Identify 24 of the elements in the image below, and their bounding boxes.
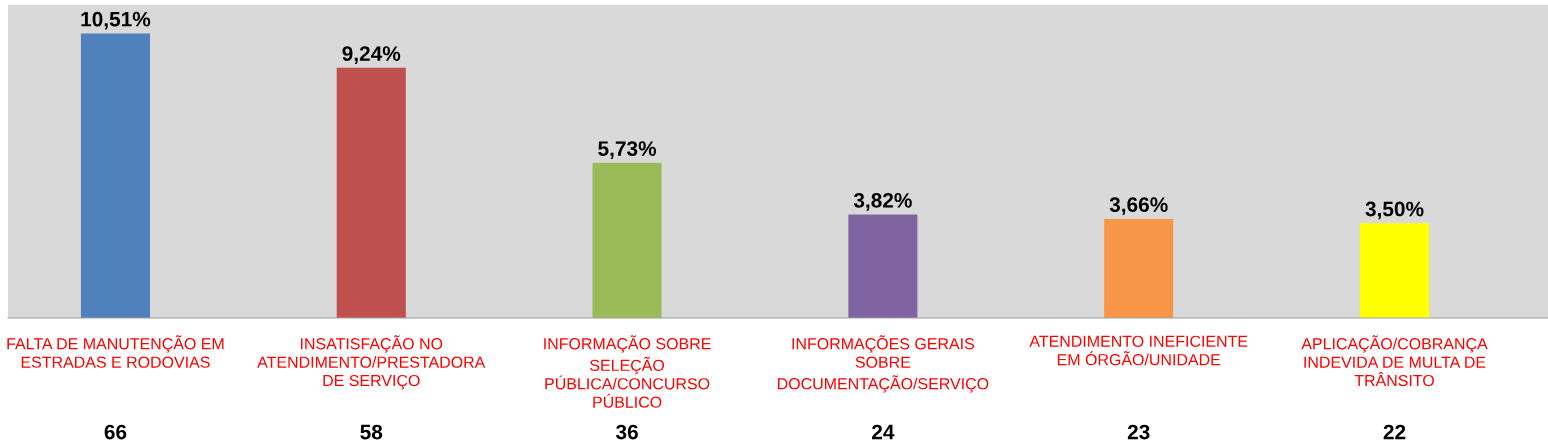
x-tick-label: FALTA DE MANUTENÇÃO EM ESTRADAS E RODOVIAS <box>7 335 224 368</box>
bar <box>1359 223 1430 318</box>
x-tick-label: INFORMAÇÕES GERAIS SOBRE DOCUMENTAÇÃO/SERVIÇO <box>777 335 989 393</box>
text: 22 <box>1383 424 1406 440</box>
bar <box>80 33 150 318</box>
bar <box>848 214 918 318</box>
bar <box>592 162 662 318</box>
x-tick-label: ATENDIMENTO INEFICIENTE EM ÓRGÃO/UNIDADE <box>1029 335 1248 366</box>
text: 58 <box>360 424 383 440</box>
data-label: 3,66% <box>1109 197 1168 216</box>
x-tick-label: INFORMAÇÃO SOBRE SELEÇÃO PÚBLICA/CONCURSO PÚBLICO <box>544 335 711 408</box>
x-tick-label: INSATISFAÇÃO NO ATENDIMENTO/PRESTADORA DE SERVIÇO <box>257 335 486 390</box>
data-label: 5,73% <box>598 141 657 159</box>
text: 36 <box>615 424 638 440</box>
x-tick-label: APLICAÇÃO/COBRANÇA INDEVIDA DE MULTA DE TRÂNSITO <box>1301 335 1488 387</box>
data-label: 9,24% <box>342 46 401 64</box>
bar <box>1104 218 1174 318</box>
data-label: 10,51% <box>81 11 151 30</box>
text: 23 <box>1127 424 1150 440</box>
bar <box>336 67 406 318</box>
data-label: 3,82% <box>853 192 912 211</box>
text: 24 <box>872 424 895 440</box>
data-label: 3,50% <box>1365 201 1424 220</box>
text: 66 <box>104 424 127 440</box>
